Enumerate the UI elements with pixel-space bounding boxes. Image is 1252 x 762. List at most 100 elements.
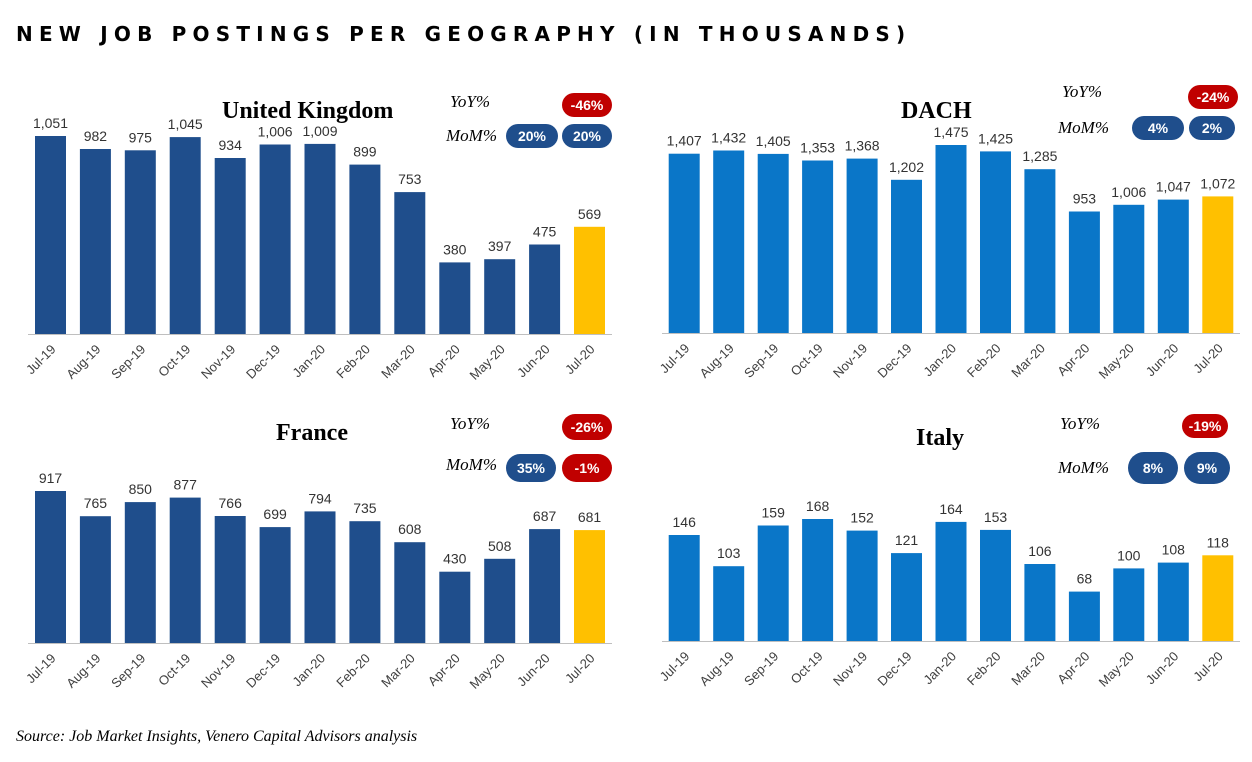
yoy-label: YoY% <box>1062 82 1103 101</box>
data-label: 168 <box>806 498 830 514</box>
bar-chart: 1,407Jul-191,432Aug-191,405Sep-191,353Oc… <box>657 124 1240 382</box>
mom-badge: 4% <box>1132 116 1184 140</box>
chart-united-kingdom: United Kingdom YoY% MoM% -46% 20% 20% 1,… <box>0 0 626 400</box>
bar <box>169 497 201 643</box>
data-label: 934 <box>219 137 243 153</box>
bar <box>846 530 878 641</box>
bar <box>935 145 967 333</box>
data-label: 1,006 <box>258 124 293 140</box>
bar <box>891 179 922 333</box>
data-label: 877 <box>174 477 198 493</box>
bar <box>1024 564 1056 641</box>
data-label: 766 <box>219 495 243 511</box>
chart-france: France YoY% MoM% -26% 35% -1% 917 Jul-19 7… <box>0 0 626 720</box>
data-label: 569 <box>578 206 602 222</box>
yoy-label: YoY% <box>450 414 491 433</box>
mom-badge: 2% <box>1189 116 1235 140</box>
x-tick-label: Oct-19 <box>788 649 826 687</box>
bar <box>846 158 878 333</box>
bar <box>935 521 967 641</box>
data-label: 1,047 <box>1156 179 1191 195</box>
data-label: 106 <box>1028 543 1052 559</box>
bar <box>259 144 291 334</box>
bar <box>1024 169 1056 333</box>
bar <box>1157 562 1189 641</box>
chart-italy: Italy YoY% MoM% -19% 8% 9% 146 Jul-19 103 A… <box>657 414 1240 690</box>
bar <box>891 553 922 641</box>
bar <box>214 158 246 334</box>
bar <box>529 244 561 334</box>
data-label: 735 <box>353 500 377 516</box>
data-label: 397 <box>488 238 512 254</box>
data-label: 681 <box>578 509 602 525</box>
bar <box>35 136 66 334</box>
x-tick-label: Jul-19 <box>657 649 693 685</box>
data-label: 975 <box>129 129 153 145</box>
bar-chart: 1,051Jul-19982Aug-19975Sep-191,045Oct-19… <box>23 115 612 383</box>
yoy-badge: -46% <box>562 93 612 117</box>
bar <box>169 137 201 334</box>
data-label: 118 <box>1207 534 1230 550</box>
bar <box>349 164 381 334</box>
data-label: 1,285 <box>1022 148 1057 164</box>
bar <box>1202 196 1234 333</box>
x-tick-label: Feb-20 <box>964 649 1004 689</box>
data-label: 1,407 <box>667 133 702 149</box>
data-label: 1,202 <box>889 159 924 175</box>
data-label: 687 <box>533 508 557 524</box>
chart-title: France <box>276 420 348 446</box>
data-label: 608 <box>398 521 422 537</box>
yoy-badge: -24% <box>1188 85 1238 109</box>
bar <box>124 502 156 643</box>
yoy-badge: -26% <box>562 414 612 440</box>
x-tick-label: Aug-19 <box>697 649 737 689</box>
bar <box>439 262 471 334</box>
bar <box>79 149 111 334</box>
data-label: 899 <box>353 144 377 160</box>
data-label: 380 <box>443 241 467 257</box>
bar <box>214 516 246 643</box>
data-label: 108 <box>1162 542 1186 558</box>
bar <box>1113 568 1145 641</box>
bar <box>1068 211 1100 333</box>
data-label: 982 <box>84 128 108 144</box>
yoy-label: YoY% <box>1060 414 1101 433</box>
x-tick-label: Jun-20 <box>1143 649 1182 688</box>
data-label: 917 <box>39 470 63 486</box>
mom-label: MoM% <box>446 455 497 474</box>
mom-badge: 8% <box>1128 452 1178 484</box>
bar <box>1068 591 1100 641</box>
bar <box>668 153 700 333</box>
data-label: 100 <box>1117 547 1141 563</box>
data-label: 475 <box>533 224 557 240</box>
chart-dach: DACH YoY% MoM% -24% 4% 2% 1,407 Jul-19 1,4… <box>657 82 1240 382</box>
mom-label: MoM% <box>1058 458 1109 477</box>
mom-label: MoM% <box>446 126 497 145</box>
data-label: 1,405 <box>756 133 791 149</box>
bar <box>574 530 605 643</box>
x-tick-label: Jul-20 <box>1190 649 1226 685</box>
mom-label: MoM% <box>1058 118 1109 137</box>
bar <box>713 150 745 333</box>
data-label: 146 <box>673 514 697 530</box>
x-tick-label: Nov-19 <box>830 649 870 689</box>
bar <box>259 527 291 643</box>
x-tick-label: Dec-19 <box>874 649 914 689</box>
data-label: 1,045 <box>168 116 203 132</box>
data-label: 164 <box>939 501 963 517</box>
data-label: 1,006 <box>1111 184 1146 200</box>
data-label: 159 <box>762 505 786 521</box>
data-label: 1,353 <box>800 140 835 156</box>
bar <box>1157 199 1189 333</box>
data-label: 753 <box>398 171 422 187</box>
bar <box>484 558 516 643</box>
yoy-label: YoY% <box>450 92 491 111</box>
bar-chart: 917Jul-19765Aug-19850Sep-19877Oct-19766N… <box>23 470 612 692</box>
data-label: 1,368 <box>845 138 880 154</box>
bar <box>529 529 561 643</box>
data-label: 953 <box>1073 191 1097 207</box>
data-label: 152 <box>850 510 874 526</box>
source-note: Source: Job Market Insights, Venero Capi… <box>16 728 418 745</box>
bar <box>439 571 471 643</box>
bar <box>124 150 156 334</box>
